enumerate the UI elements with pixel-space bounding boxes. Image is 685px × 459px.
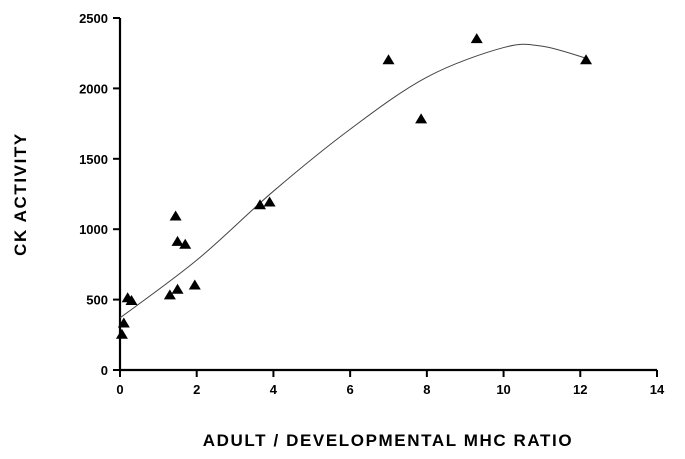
data-point-triangle [415,113,428,124]
x-tick-label: 14 [650,382,665,397]
y-tick-label: 0 [101,363,108,378]
x-tick-label: 2 [193,382,200,397]
axes [118,18,657,372]
data-points [115,33,593,339]
data-point-triangle [263,196,276,207]
x-tick-label: 12 [573,382,587,397]
data-point-triangle [188,279,201,290]
y-tick-label: 2500 [79,11,108,26]
x-tick-label: 10 [496,382,510,397]
fit-curve [119,43,589,319]
data-point-triangle [382,54,395,65]
tick-labels: 0 2 4 6 8 10 12 14 0 500 1000 1500 2000 2500 [79,11,665,397]
x-tick-label: 6 [347,382,354,397]
y-axis-title: CK ACTIVITY [11,132,30,256]
y-tick-label: 1000 [79,222,108,237]
y-tick-label: 500 [86,293,108,308]
fit-curve-line [119,43,589,319]
x-tick-label: 0 [116,382,123,397]
y-tick-label: 2000 [79,81,108,96]
data-point-triangle [163,289,176,300]
data-point-triangle [254,199,267,210]
data-point-triangle [115,328,128,339]
data-point-triangle [171,235,184,246]
data-point-triangle [125,295,138,306]
tick-marks [113,17,658,377]
data-point-triangle [117,317,130,328]
y-tick-label: 1500 [79,152,108,167]
data-point-triangle [470,33,483,44]
data-point-triangle [580,54,593,65]
data-point-triangle [171,283,184,294]
x-tick-label: 4 [270,382,278,397]
x-axis-title: ADULT / DEVELOPMENTAL MHC RATIO [203,431,573,450]
x-tick-label: 8 [423,382,430,397]
data-point-triangle [179,238,192,249]
data-point-triangle [169,210,182,221]
